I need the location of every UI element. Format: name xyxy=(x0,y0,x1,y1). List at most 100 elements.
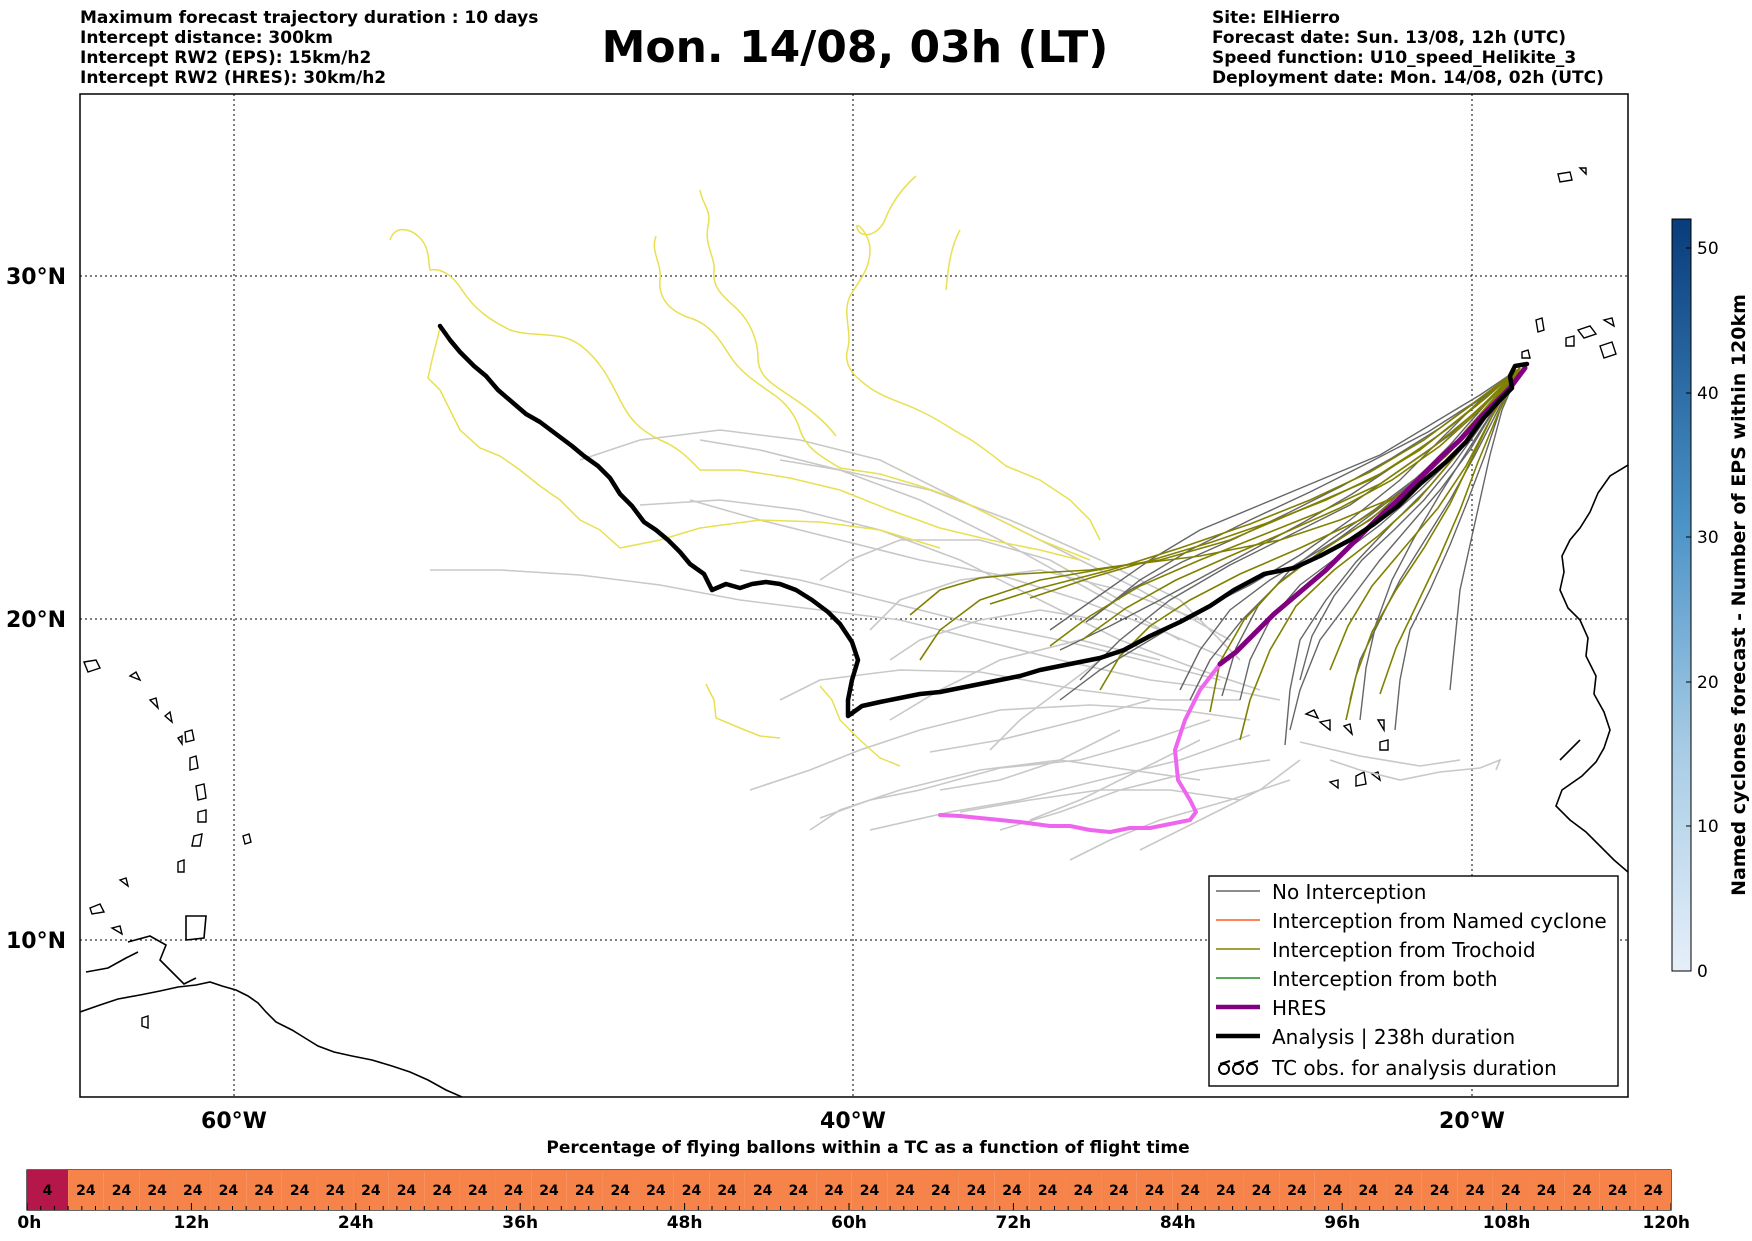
island-capeverde-g xyxy=(1355,770,1367,787)
timeline-segment-fill xyxy=(1243,1170,1280,1210)
timeline-segment-fill xyxy=(816,1170,852,1210)
timeline-segment-label: 24 xyxy=(290,1183,310,1199)
colorbar-tick-50: 50 xyxy=(1697,239,1719,259)
timeline-segment-fill xyxy=(1564,1170,1600,1210)
timeline-segment-label: 24 xyxy=(1216,1183,1236,1199)
timeline-segment-label: 24 xyxy=(1608,1183,1628,1199)
colorbar-ticks xyxy=(1686,247,1691,972)
timeline-segment-fill xyxy=(424,1170,460,1210)
timeline-segment-fill xyxy=(388,1170,425,1210)
island-antilles-d xyxy=(197,809,207,823)
timeline-ticks xyxy=(26,1203,1672,1210)
timeline-segment-label: 24 xyxy=(967,1183,987,1199)
venezuela-gulf xyxy=(127,935,197,985)
timeline-segment-fill xyxy=(495,1170,532,1210)
timeline-segments: 4 24 24 24 24 24 24 24 24 24 24 24 24 24 24 24 24 24 24 24 2… xyxy=(27,1170,1671,1210)
island-antilles-b xyxy=(189,755,199,771)
timeline-segment-label: 24 xyxy=(432,1183,452,1199)
timeline-segment-label: 24 xyxy=(1109,1183,1129,1199)
timeline-tick-label: 72h xyxy=(995,1213,1032,1233)
west-africa-coast xyxy=(1555,464,1628,873)
legend-label-both: Interception from both xyxy=(1272,967,1498,991)
timeline-segment-label: 24 xyxy=(610,1183,630,1199)
timeline-segment-label: 24 xyxy=(682,1183,702,1199)
timeline-tick-label: 96h xyxy=(1324,1213,1361,1233)
colorbar-label: Named cyclones forecast - Number of EPS … xyxy=(1728,294,1750,896)
island-antilles-e xyxy=(191,833,203,847)
info-deployment-date: Deployment date: Mon. 14/08, 02h (UTC) xyxy=(1212,68,1604,88)
island-north-d xyxy=(163,710,174,724)
timeline-tick-label: 12h xyxy=(173,1213,210,1233)
info-intercept-eps: Intercept RW2 (EPS): 15km/h2 xyxy=(80,48,372,68)
colorbar-gradient xyxy=(1671,218,1692,972)
timeline-segment-label: 24 xyxy=(895,1183,915,1199)
timeline-segment-fill xyxy=(958,1170,995,1210)
timeline-segment-fill xyxy=(673,1170,710,1210)
timeline-segment-fill xyxy=(103,1170,140,1210)
colorbar-tick-0: 0 xyxy=(1697,962,1708,982)
timeline-segment-fill xyxy=(1279,1170,1315,1210)
timeline-segment-fill xyxy=(139,1170,175,1210)
timeline-segment-label: 24 xyxy=(76,1183,96,1199)
timeline-segment-label: 24 xyxy=(397,1183,417,1199)
legend-label-named-cyclone: Interception from Named cyclone xyxy=(1272,909,1607,933)
colorbar-tick-30: 30 xyxy=(1697,528,1719,548)
island-north-e xyxy=(89,903,106,915)
timeline-bar: 4 24 24 24 24 24 24 24 24 24 24 24 24 24 24 24 24 24 24 24 2… xyxy=(26,1169,1672,1211)
timeline-segment-label: 24 xyxy=(1394,1183,1414,1199)
canary-d xyxy=(1602,317,1616,328)
canary-c xyxy=(1576,325,1598,339)
timeline-segment-fill xyxy=(1421,1170,1458,1210)
island-capeverde-e xyxy=(1379,739,1389,751)
timeline-segment-label: 24 xyxy=(112,1183,132,1199)
island-lesser xyxy=(118,877,130,888)
timeline-segment-fill xyxy=(922,1170,959,1210)
map-content xyxy=(80,94,1628,1097)
timeline-segment-label: 24 xyxy=(646,1183,666,1199)
timeline-segment-label: 24 xyxy=(504,1183,524,1199)
island-capeverde-f xyxy=(1328,779,1339,790)
island-madeira xyxy=(1557,171,1573,183)
island-antilles-f xyxy=(177,859,185,873)
timeline-segment-fill xyxy=(174,1170,211,1210)
timeline-segment-fill xyxy=(281,1170,318,1210)
timeline-tick-label: 48h xyxy=(666,1213,703,1233)
timeline-segment-label: 24 xyxy=(1287,1183,1307,1199)
timeline-segment-label: 24 xyxy=(753,1183,773,1199)
timeline-segment-fill xyxy=(887,1170,923,1210)
analysis-trajectory xyxy=(437,323,1530,719)
timeline-segment-label: 24 xyxy=(219,1183,239,1199)
timeline-segment-fill xyxy=(459,1170,496,1210)
timeline-segment-label: 24 xyxy=(1002,1183,1022,1199)
timeline-segment-first-label: 4 xyxy=(43,1183,53,1199)
canary-a xyxy=(1535,317,1545,333)
timeline-tick-label: 36h xyxy=(502,1213,539,1233)
trinidad xyxy=(185,915,207,941)
timeline-segment-fill xyxy=(566,1170,603,1210)
lat-label-30n: 30°N xyxy=(6,265,66,290)
timeline-tick-label: 60h xyxy=(831,1213,867,1233)
lat-label-20n: 20°N xyxy=(6,608,66,633)
trajectories-no-interception-light xyxy=(430,429,1502,861)
timeline-segment-label: 24 xyxy=(147,1183,167,1199)
canary-b xyxy=(1565,335,1575,347)
island-north-b xyxy=(128,670,142,682)
timeline-segment-fill xyxy=(638,1170,674,1210)
legend-swatch-tc-obs xyxy=(1218,1060,1259,1075)
timeline-segment-fill xyxy=(68,1170,104,1210)
timeline-segment-label: 24 xyxy=(361,1183,381,1199)
timeline-segment-label: 24 xyxy=(1643,1183,1663,1199)
legend-label-analysis: Analysis | 238h duration xyxy=(1272,1025,1515,1049)
timeline-segment-fill xyxy=(1635,1170,1671,1210)
timeline-segment-label: 24 xyxy=(1430,1183,1450,1199)
timeline-segment-label: 24 xyxy=(1501,1183,1521,1199)
timeline-segment-label: 24 xyxy=(183,1183,203,1199)
timeline-segment-fill xyxy=(1492,1170,1529,1210)
timeline-segment-fill xyxy=(1101,1170,1137,1210)
legend-label-no-interception: No Interception xyxy=(1272,880,1426,904)
timeline-tick-label: 120h xyxy=(1642,1213,1691,1233)
paraguana xyxy=(85,951,139,973)
trajectories-trochoid xyxy=(909,367,1521,741)
timeline-segment-label: 24 xyxy=(1180,1183,1200,1199)
timeline-segment-fill xyxy=(602,1170,639,1210)
